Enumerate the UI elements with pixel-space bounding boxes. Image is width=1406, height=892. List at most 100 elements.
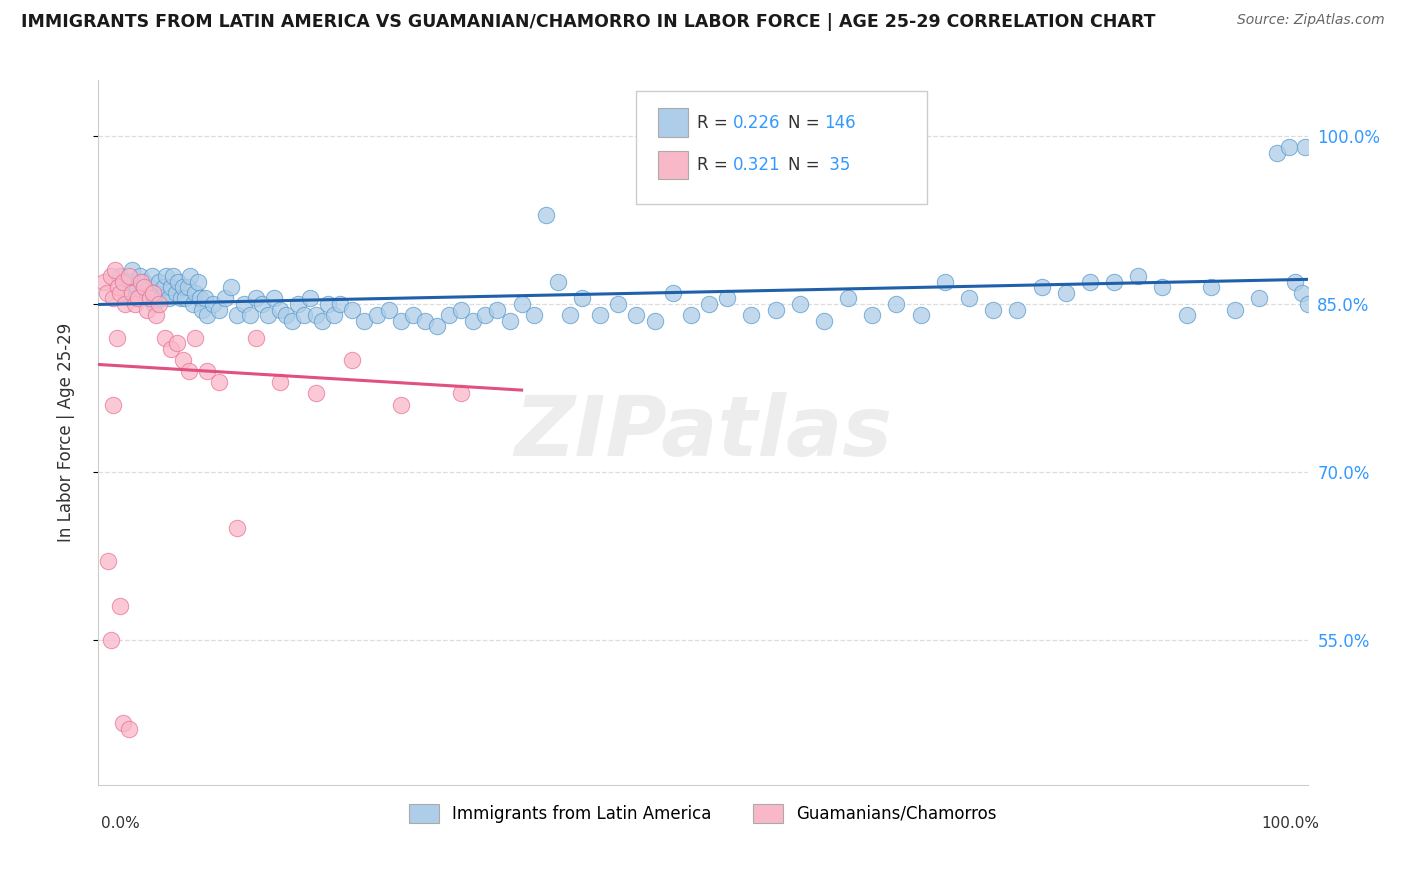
Point xyxy=(1278,140,1301,154)
Point xyxy=(1152,280,1174,294)
Point xyxy=(274,308,297,322)
Point xyxy=(644,314,666,328)
Point xyxy=(141,268,163,283)
Point xyxy=(377,302,399,317)
Point xyxy=(101,292,124,306)
Point xyxy=(765,302,787,317)
Text: 0.226: 0.226 xyxy=(734,113,780,131)
Point xyxy=(145,285,167,300)
Point xyxy=(323,308,346,322)
Point xyxy=(558,308,581,322)
Point xyxy=(148,297,170,311)
Point xyxy=(93,275,115,289)
Point xyxy=(1078,275,1101,289)
Point xyxy=(166,336,188,351)
Point xyxy=(96,285,118,300)
Point xyxy=(108,268,131,283)
Point xyxy=(245,292,267,306)
Text: Source: ZipAtlas.com: Source: ZipAtlas.com xyxy=(1237,13,1385,28)
Point xyxy=(195,308,218,322)
Point xyxy=(111,275,134,289)
Text: N =: N = xyxy=(787,113,824,131)
Point xyxy=(121,285,143,300)
Point xyxy=(179,364,201,378)
Point xyxy=(474,308,496,322)
Legend: Immigrants from Latin America, Guamanians/Chamorros: Immigrants from Latin America, Guamanian… xyxy=(402,797,1004,830)
Point xyxy=(661,285,683,300)
Point xyxy=(292,308,315,322)
Point xyxy=(100,268,122,283)
Point xyxy=(165,285,187,300)
Point xyxy=(1294,140,1316,154)
Y-axis label: In Labor Force | Age 25-29: In Labor Force | Age 25-29 xyxy=(56,323,75,542)
Text: 35: 35 xyxy=(824,156,851,174)
Point xyxy=(127,292,149,306)
Point xyxy=(129,275,152,289)
Point xyxy=(118,275,141,289)
Text: 0.0%: 0.0% xyxy=(101,816,141,831)
Point xyxy=(160,280,183,294)
Point xyxy=(547,275,569,289)
Point xyxy=(498,314,520,328)
Point xyxy=(187,275,209,289)
Point xyxy=(305,386,328,401)
Point xyxy=(104,263,127,277)
Point xyxy=(389,314,412,328)
Point xyxy=(269,376,291,390)
FancyBboxPatch shape xyxy=(658,109,689,136)
Point xyxy=(157,292,180,306)
Point xyxy=(131,285,153,300)
Point xyxy=(179,268,201,283)
Point xyxy=(1223,302,1246,317)
Point xyxy=(886,297,908,311)
Text: N =: N = xyxy=(787,156,824,174)
Point xyxy=(226,308,249,322)
Point xyxy=(450,386,472,401)
Point xyxy=(142,285,165,300)
Point xyxy=(188,292,211,306)
Point xyxy=(128,268,150,283)
Point xyxy=(342,302,364,317)
Point xyxy=(626,308,648,322)
Point xyxy=(413,314,436,328)
Point xyxy=(981,302,1004,317)
Point xyxy=(108,599,131,613)
Point xyxy=(523,308,546,322)
Point xyxy=(118,268,141,283)
Point xyxy=(153,330,176,344)
Point xyxy=(135,302,157,317)
Text: 100.0%: 100.0% xyxy=(1261,816,1319,831)
Point xyxy=(194,292,217,306)
Point xyxy=(329,297,352,311)
Point xyxy=(697,297,720,311)
Point xyxy=(250,297,273,311)
Point xyxy=(287,297,309,311)
Point xyxy=(934,275,956,289)
Point xyxy=(957,292,980,306)
Point xyxy=(139,292,162,306)
Point xyxy=(1296,297,1319,311)
Point xyxy=(202,297,225,311)
Point xyxy=(208,376,231,390)
Point xyxy=(837,292,859,306)
Point xyxy=(571,292,593,306)
Point xyxy=(910,308,932,322)
Point xyxy=(389,398,412,412)
Point xyxy=(160,342,183,356)
Point xyxy=(860,308,883,322)
Point xyxy=(114,297,136,311)
Point xyxy=(1199,280,1222,294)
Point xyxy=(353,314,375,328)
Point xyxy=(172,280,194,294)
Point xyxy=(195,364,218,378)
Text: R =: R = xyxy=(697,113,733,131)
Point xyxy=(221,280,243,294)
Point xyxy=(105,330,128,344)
Point xyxy=(450,302,472,317)
Point xyxy=(134,280,156,294)
Point xyxy=(172,352,194,367)
Point xyxy=(134,275,156,289)
Point xyxy=(155,268,177,283)
Point xyxy=(1175,308,1198,322)
Point xyxy=(239,308,262,322)
